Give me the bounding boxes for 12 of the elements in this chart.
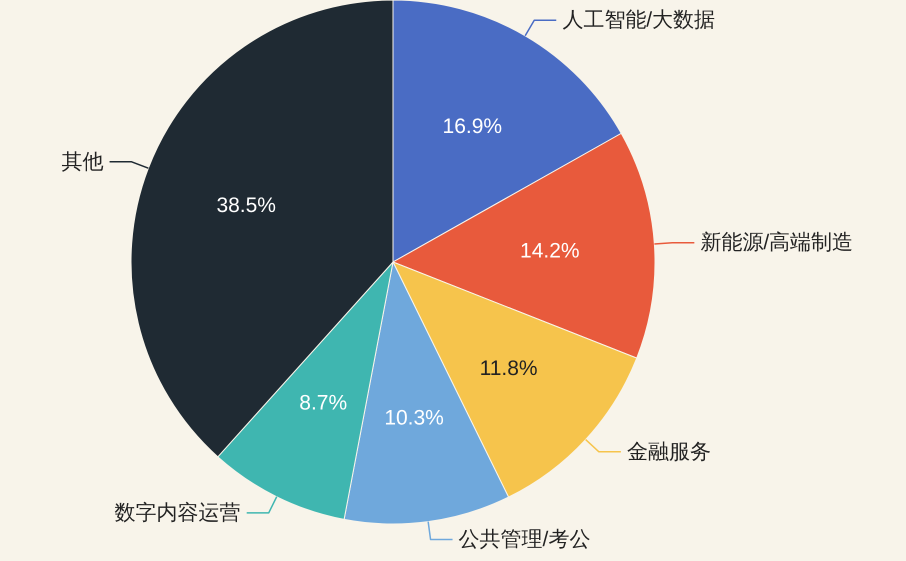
slice-label: 新能源/高端制造 xyxy=(700,231,854,254)
data-label: 8.7% xyxy=(299,391,348,414)
slice-label: 人工智能/大数据 xyxy=(562,8,716,32)
data-label: 16.9% xyxy=(442,114,502,138)
data-label: 38.5% xyxy=(216,194,276,218)
slice-label: 金融服务 xyxy=(626,440,711,464)
slice-label: 数字内容运营 xyxy=(114,501,241,524)
data-label: 14.2% xyxy=(520,240,580,263)
slice-label: 公共管理/考公 xyxy=(458,528,590,551)
data-label: 10.3% xyxy=(384,406,444,430)
data-label: 11.8% xyxy=(480,357,538,380)
slice-label: 其他 xyxy=(62,150,104,174)
